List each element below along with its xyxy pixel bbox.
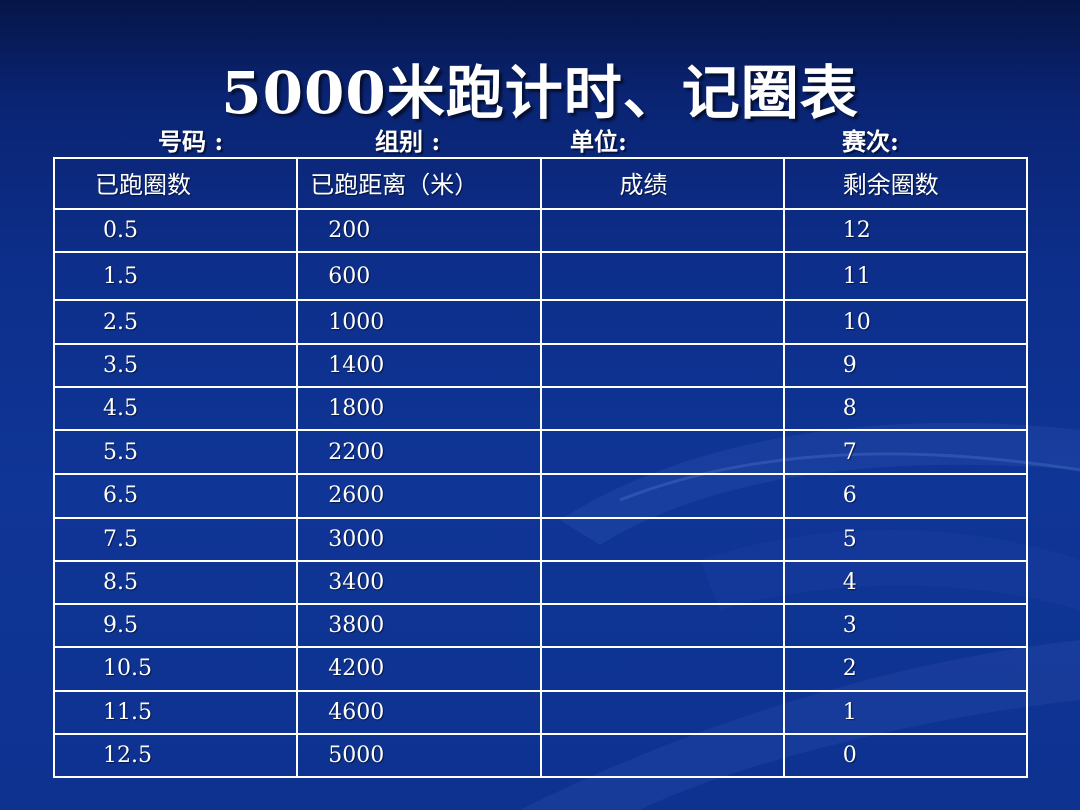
remaining-cell: 9 (782, 343, 1029, 389)
distance-cell: 3400 (296, 559, 542, 605)
result-cell[interactable] (539, 559, 785, 605)
table-row: 9.5 3800 3 (52, 602, 1029, 648)
table-row: 6.5 2600 6 (52, 473, 1029, 519)
result-cell[interactable] (539, 645, 785, 692)
remaining-cell: 10 (782, 299, 1029, 346)
distance-cell: 4600 (296, 689, 542, 735)
remaining-cell: 12 (782, 208, 1029, 254)
remaining-cell: 8 (782, 386, 1029, 432)
laps-cell: 1.5 (52, 251, 299, 302)
table-row: 11.5 4600 1 (52, 689, 1029, 735)
header-distance: 已跑距离（米） (296, 156, 542, 211)
remaining-cell: 5 (782, 516, 1029, 562)
table-row: 3.5 1400 9 (52, 343, 1029, 389)
distance-cell: 2600 (296, 473, 542, 519)
laps-cell: 8.5 (52, 559, 299, 605)
table-row: 4.5 1800 8 (52, 386, 1029, 432)
race-label: 赛次: (842, 127, 899, 156)
table-header-row: 已跑圈数 已跑距离（米） 成绩 剩余圈数 (52, 156, 1029, 211)
laps-cell: 7.5 (52, 516, 299, 562)
laps-cell: 12.5 (52, 732, 299, 779)
distance-cell: 1800 (296, 386, 542, 432)
table-row: 2.5 1000 10 (52, 299, 1029, 346)
remaining-cell: 3 (782, 602, 1029, 648)
table-row: 5.5 2200 7 (52, 429, 1029, 476)
distance-cell: 3800 (296, 602, 542, 648)
remaining-cell: 6 (782, 473, 1029, 519)
header-result: 成绩 (539, 156, 785, 211)
remaining-cell: 0 (782, 732, 1029, 779)
laps-cell: 9.5 (52, 602, 299, 648)
distance-cell: 1400 (296, 343, 542, 389)
laps-cell: 2.5 (52, 299, 299, 346)
remaining-cell: 7 (782, 429, 1029, 476)
laps-cell: 5.5 (52, 429, 299, 476)
result-cell[interactable] (539, 299, 785, 346)
result-cell[interactable] (539, 732, 785, 779)
remaining-cell: 1 (782, 689, 1029, 735)
laps-cell: 11.5 (52, 689, 299, 735)
unit-label: 单位: (570, 127, 627, 156)
laps-cell: 3.5 (52, 343, 299, 389)
result-cell[interactable] (539, 689, 785, 735)
distance-cell: 5000 (296, 732, 542, 779)
laps-cell: 4.5 (52, 386, 299, 432)
distance-cell: 600 (296, 251, 542, 302)
result-cell[interactable] (539, 602, 785, 648)
result-cell[interactable] (539, 208, 785, 254)
result-cell[interactable] (539, 386, 785, 432)
laps-cell: 0.5 (52, 208, 299, 254)
number-label: 号码 : (158, 127, 224, 156)
group-label: 组别 : (375, 127, 441, 156)
result-cell[interactable] (539, 429, 785, 476)
result-cell[interactable] (539, 251, 785, 302)
distance-cell: 2200 (296, 429, 542, 476)
table-row: 1.5 600 11 (52, 251, 1029, 302)
distance-cell: 1000 (296, 299, 542, 346)
result-cell[interactable] (539, 343, 785, 389)
remaining-cell: 2 (782, 645, 1029, 692)
header-remaining: 剩余圈数 (782, 156, 1029, 211)
table-row: 8.5 3400 4 (52, 559, 1029, 605)
laps-cell: 10.5 (52, 645, 299, 692)
table-row: 10.5 4200 2 (52, 645, 1029, 692)
distance-cell: 3000 (296, 516, 542, 562)
table-row: 12.5 5000 0 (52, 732, 1029, 779)
result-cell[interactable] (539, 516, 785, 562)
remaining-cell: 11 (782, 251, 1029, 302)
distance-cell: 4200 (296, 645, 542, 692)
lap-record-table: 已跑圈数 已跑距离（米） 成绩 剩余圈数 0.5 200 12 1.5 600 11 2.5… (52, 156, 1029, 779)
remaining-cell: 4 (782, 559, 1029, 605)
page-title: 5000米跑计时、记圈表 (221, 59, 859, 127)
header-laps: 已跑圈数 (52, 156, 299, 211)
laps-cell: 6.5 (52, 473, 299, 519)
table-row: 7.5 3000 5 (52, 516, 1029, 562)
distance-cell: 200 (296, 208, 542, 254)
result-cell[interactable] (539, 473, 785, 519)
table-row: 0.5 200 12 (52, 208, 1029, 254)
